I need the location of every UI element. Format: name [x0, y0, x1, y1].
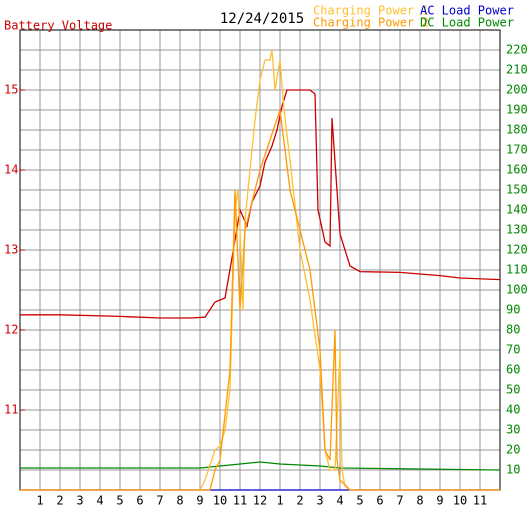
- y2-tick-label: 90: [506, 303, 520, 317]
- x-tick-label: 11: [473, 494, 487, 508]
- y-tick-label: 12: [4, 323, 18, 337]
- series-line: [20, 109, 500, 491]
- y2-tick-label: 50: [506, 383, 520, 397]
- x-tick-label: 9: [196, 494, 203, 508]
- x-tick-label: 5: [116, 494, 123, 508]
- x-tick-label: 12: [253, 494, 267, 508]
- y2-tick-label: 130: [506, 223, 527, 237]
- y2-tick-label: 20: [506, 443, 520, 457]
- y2-tick-label: 60: [506, 363, 520, 377]
- series-line: [20, 461, 501, 471]
- y2-tick-label: 160: [506, 163, 527, 177]
- y2-tick-label: 30: [506, 423, 520, 437]
- x-tick-label: 9: [436, 494, 443, 508]
- legend-entry: Battery Voltage: [4, 19, 112, 33]
- y-tick-label: 14: [4, 163, 18, 177]
- x-tick-label: 2: [56, 494, 63, 508]
- x-tick-label: 3: [76, 494, 83, 508]
- x-tick-label: 8: [176, 494, 183, 508]
- y-tick-label: 15: [4, 83, 18, 97]
- legend-entry: DC Load Power: [420, 16, 514, 30]
- y2-tick-label: 180: [506, 123, 527, 137]
- y-tick-label: 13: [4, 243, 18, 257]
- x-tick-label: 1: [276, 494, 283, 508]
- x-tick-label: 4: [336, 494, 343, 508]
- y2-tick-label: 80: [506, 323, 520, 337]
- x-tick-label: 6: [376, 494, 383, 508]
- y2-tick-label: 220: [506, 43, 527, 57]
- y2-tick-label: 150: [506, 183, 527, 197]
- x-tick-label: 3: [316, 494, 323, 508]
- y2-tick-label: 210: [506, 63, 527, 77]
- legend-entry: Charging Power 1: [313, 4, 429, 18]
- y2-tick-label: 200: [506, 83, 527, 97]
- chart-title: 12/24/2015: [220, 11, 304, 27]
- series-line: [20, 49, 500, 491]
- x-tick-label: 8: [416, 494, 423, 508]
- x-tick-label: 7: [156, 494, 163, 508]
- y2-tick-label: 110: [506, 263, 527, 277]
- y2-tick-label: 120: [506, 243, 527, 257]
- y2-tick-label: 170: [506, 143, 527, 157]
- x-tick-label: 7: [396, 494, 403, 508]
- x-tick-label: 2: [296, 494, 303, 508]
- y-tick-label: 11: [4, 403, 18, 417]
- y2-tick-label: 10: [506, 463, 520, 477]
- x-tick-label: 1: [36, 494, 43, 508]
- x-tick-label: 11: [233, 494, 247, 508]
- x-tick-label: 10: [453, 494, 467, 508]
- legend-entry: AC Load Power: [420, 4, 514, 18]
- x-tick-label: 5: [356, 494, 363, 508]
- x-tick-label: 6: [136, 494, 143, 508]
- y2-tick-label: 100: [506, 283, 527, 297]
- x-tick-label: 4: [96, 494, 103, 508]
- y2-tick-label: 140: [506, 203, 527, 217]
- legend-entry: Charging Power 2: [313, 16, 429, 30]
- x-tick-label: 10: [213, 494, 227, 508]
- y2-tick-label: 40: [506, 403, 520, 417]
- series-line: [20, 89, 501, 319]
- y2-tick-label: 70: [506, 343, 520, 357]
- y2-tick-label: 190: [506, 103, 527, 117]
